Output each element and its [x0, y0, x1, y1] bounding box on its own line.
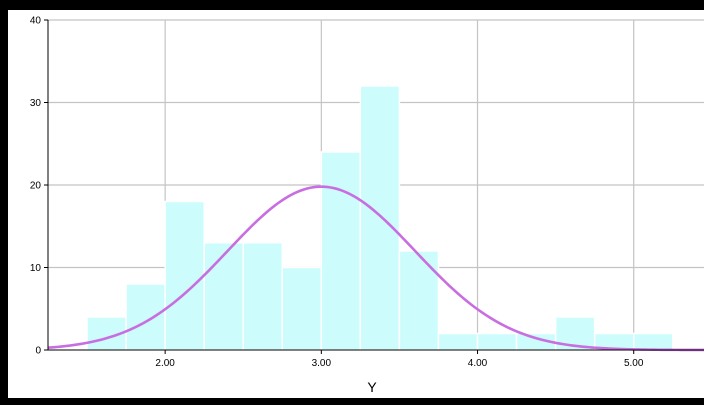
x-tick-label: 2.00: [155, 358, 175, 369]
y-tick-labels: 0 10 20 30 40: [30, 16, 42, 357]
x-axis-title: Y: [367, 379, 377, 395]
chart-frame: 0 10 20 30 40 2.00 3.00 4.00 5.00 Y: [8, 10, 704, 398]
x-tick-label: 4.00: [468, 358, 488, 369]
histogram-chart: 0 10 20 30 40 2.00 3.00 4.00 5.00 Y: [30, 16, 704, 395]
histogram-bar-6: [281, 266, 323, 351]
normal-curve-layer: [47, 185, 704, 352]
histogram-bar-5: [242, 242, 284, 351]
y-tick-label: 30: [30, 98, 42, 109]
normal-curve: [47, 185, 704, 352]
y-tick-label: 40: [30, 16, 42, 27]
histogram-bar-15: [632, 332, 674, 351]
x-tick-label: 5.00: [624, 358, 644, 369]
x-tick-labels: 2.00 3.00 4.00 5.00: [155, 358, 643, 369]
histogram-bar-10: [437, 332, 479, 351]
y-tick-label: 10: [30, 263, 42, 274]
histogram-bar-4: [203, 242, 244, 351]
histogram-bars: [86, 85, 674, 351]
axes: [44, 19, 704, 354]
histogram-bar-3: [164, 200, 205, 351]
histogram-bar-7: [320, 151, 362, 351]
y-tick-label: 20: [30, 181, 42, 192]
histogram-bar-8: [359, 85, 401, 351]
histogram-bar-9: [398, 250, 440, 351]
x-tick-label: 3.00: [312, 358, 332, 369]
histogram-bar-11: [476, 332, 518, 351]
histogram-bar-2: [125, 283, 166, 351]
y-tick-label: 0: [35, 346, 41, 357]
